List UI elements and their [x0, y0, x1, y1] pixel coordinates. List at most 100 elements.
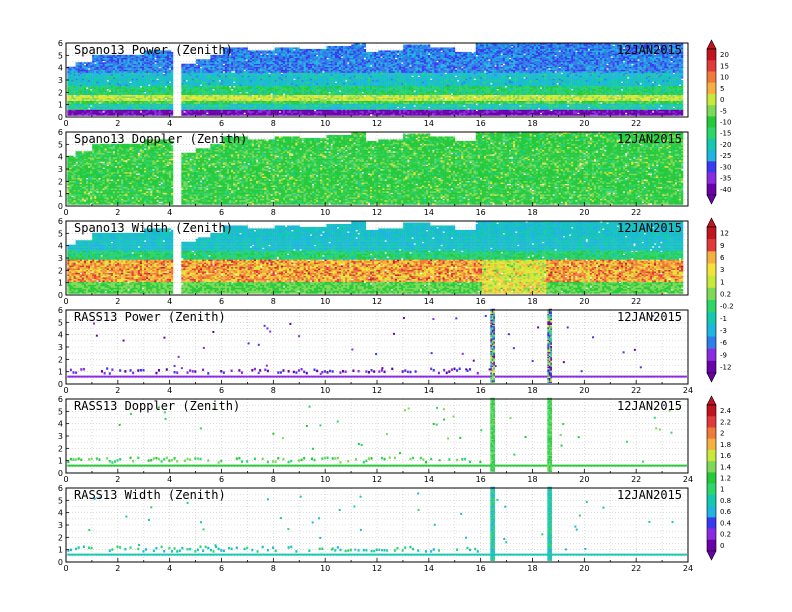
cell — [100, 102, 102, 104]
cell — [94, 81, 96, 83]
cell — [74, 111, 76, 113]
cell — [69, 74, 71, 76]
cell — [100, 110, 102, 112]
cell — [69, 102, 71, 104]
cell — [76, 83, 78, 85]
cell — [86, 104, 88, 106]
cell — [71, 81, 73, 83]
cell — [74, 105, 76, 107]
cell — [90, 113, 92, 115]
cell — [98, 86, 100, 88]
cell — [78, 99, 80, 101]
cell — [98, 61, 100, 63]
cell — [96, 68, 98, 70]
cell — [105, 114, 107, 116]
cell — [92, 114, 94, 116]
cell — [96, 84, 98, 86]
cell — [90, 90, 92, 92]
cell — [105, 98, 107, 100]
cell — [103, 74, 105, 76]
cell — [69, 105, 71, 107]
cell — [107, 67, 109, 69]
cell — [94, 96, 96, 98]
cell — [69, 99, 71, 101]
cell — [86, 114, 88, 116]
cell — [107, 81, 109, 83]
cell — [78, 89, 80, 91]
cell — [103, 71, 105, 73]
cell — [86, 79, 88, 81]
cell — [76, 96, 78, 98]
cell — [71, 92, 73, 94]
cell — [90, 86, 92, 88]
cell — [113, 96, 115, 98]
cell — [111, 76, 113, 78]
cell — [80, 90, 82, 92]
cell — [96, 104, 98, 106]
cell — [67, 99, 69, 101]
cell — [111, 89, 113, 91]
cell — [88, 83, 90, 85]
cell — [71, 87, 73, 89]
cell — [84, 79, 86, 81]
cell — [82, 99, 84, 101]
cell — [67, 111, 69, 113]
cell — [100, 81, 102, 83]
cell — [94, 70, 96, 72]
cell — [92, 86, 94, 88]
cell — [86, 74, 88, 76]
cell — [100, 59, 102, 61]
cell — [94, 105, 96, 107]
cell — [76, 107, 78, 109]
cell — [80, 73, 82, 75]
cell — [94, 67, 96, 69]
cell — [100, 101, 102, 103]
cell — [107, 62, 109, 64]
cell — [98, 81, 100, 83]
cell — [109, 107, 111, 109]
cell — [78, 104, 80, 106]
cell — [100, 107, 102, 109]
cell — [80, 108, 82, 110]
cell — [103, 86, 105, 88]
cell — [109, 67, 111, 69]
cell — [76, 104, 78, 106]
cell — [105, 108, 107, 110]
cell — [86, 107, 88, 109]
cell — [78, 81, 80, 83]
cell — [109, 58, 111, 60]
cell — [69, 79, 71, 81]
cell — [67, 77, 69, 79]
cell — [74, 80, 76, 82]
cell — [107, 114, 109, 116]
cell — [111, 83, 113, 85]
cell — [82, 84, 84, 86]
cell — [100, 105, 102, 107]
cell — [109, 68, 111, 70]
cell — [84, 96, 86, 98]
cell — [98, 98, 100, 100]
cell — [92, 92, 94, 94]
cell — [76, 90, 78, 92]
cell — [111, 110, 113, 112]
cell — [94, 114, 96, 116]
cell — [80, 99, 82, 101]
cell — [71, 79, 73, 81]
cell — [111, 77, 113, 79]
cell — [105, 61, 107, 63]
cell — [71, 111, 73, 113]
cell — [80, 77, 82, 79]
cell — [90, 92, 92, 94]
cell — [78, 71, 80, 73]
cell — [105, 77, 107, 79]
cell — [69, 107, 71, 109]
cell — [88, 74, 90, 76]
cell — [88, 62, 90, 64]
cell — [109, 62, 111, 64]
cell — [78, 110, 80, 112]
cell — [109, 104, 111, 106]
cell — [74, 101, 76, 103]
cell — [113, 113, 115, 115]
cell — [92, 80, 94, 82]
cell — [88, 87, 90, 89]
